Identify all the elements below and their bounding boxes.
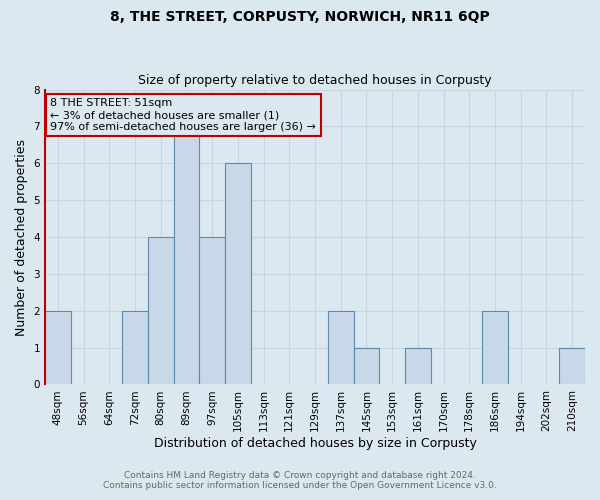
Title: Size of property relative to detached houses in Corpusty: Size of property relative to detached ho… bbox=[138, 74, 492, 87]
Text: 8 THE STREET: 51sqm
← 3% of detached houses are smaller (1)
97% of semi-detached: 8 THE STREET: 51sqm ← 3% of detached hou… bbox=[50, 98, 316, 132]
Y-axis label: Number of detached properties: Number of detached properties bbox=[15, 138, 28, 336]
Text: 8, THE STREET, CORPUSTY, NORWICH, NR11 6QP: 8, THE STREET, CORPUSTY, NORWICH, NR11 6… bbox=[110, 10, 490, 24]
Bar bbox=[405, 348, 431, 385]
Bar bbox=[148, 237, 173, 384]
Bar bbox=[45, 310, 71, 384]
Bar bbox=[199, 237, 225, 384]
Text: Contains HM Land Registry data © Crown copyright and database right 2024.
Contai: Contains HM Land Registry data © Crown c… bbox=[103, 470, 497, 490]
X-axis label: Distribution of detached houses by size in Corpusty: Distribution of detached houses by size … bbox=[154, 437, 476, 450]
Bar bbox=[173, 126, 199, 384]
Bar bbox=[353, 348, 379, 385]
Bar bbox=[122, 310, 148, 384]
Bar bbox=[225, 164, 251, 384]
Bar bbox=[482, 310, 508, 384]
Bar bbox=[559, 348, 585, 385]
Bar bbox=[328, 310, 353, 384]
